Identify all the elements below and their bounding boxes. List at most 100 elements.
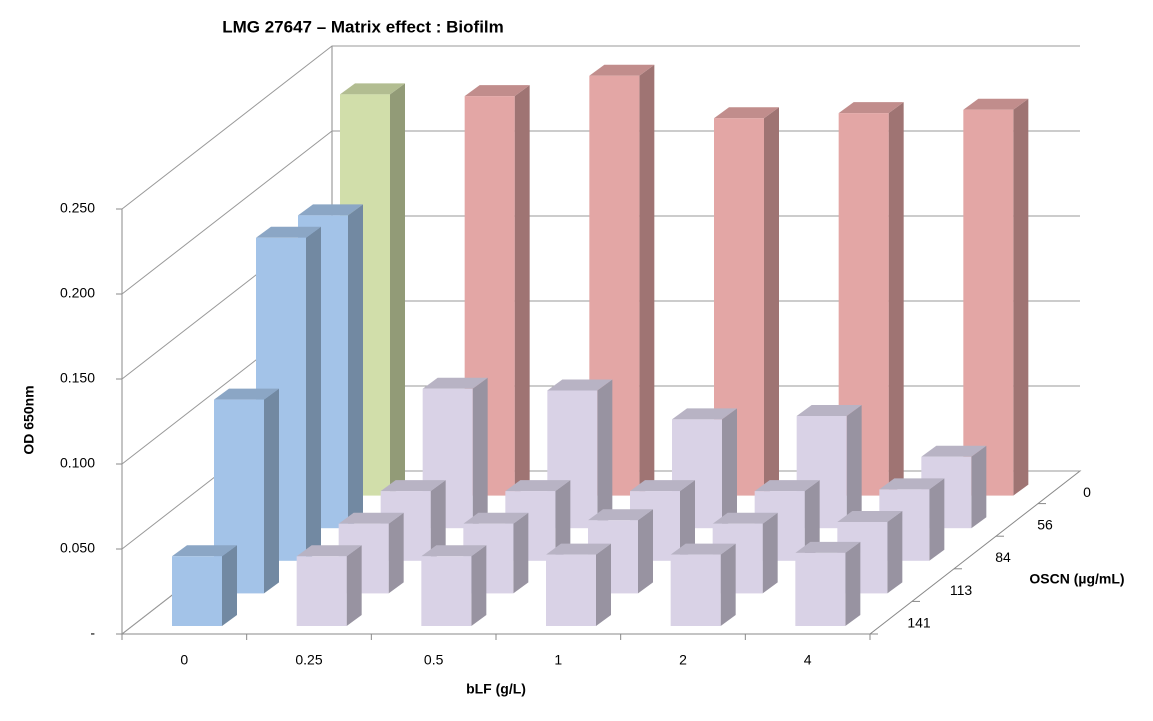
- bar-top: [796, 405, 862, 416]
- bar-top: [837, 511, 903, 522]
- bar-top: [546, 543, 611, 555]
- z-tick-label: 141: [907, 614, 931, 630]
- bar: [421, 545, 487, 626]
- bar-side: [514, 85, 530, 496]
- bar: [670, 543, 736, 626]
- bar: [672, 408, 737, 529]
- x-tick-label: 0.25: [295, 652, 322, 668]
- bar-top: [464, 85, 530, 97]
- y-axis-label: OD 650nm: [21, 385, 37, 454]
- bar-side: [555, 480, 571, 561]
- bar-top: [838, 102, 904, 114]
- bar-side: [722, 408, 737, 529]
- bar: [505, 480, 571, 561]
- bar-top: [672, 408, 737, 420]
- bar-top: [422, 377, 488, 389]
- bar-top: [714, 107, 779, 119]
- bar-side: [222, 545, 237, 626]
- bar-front: [172, 556, 222, 626]
- chart-title: LMG 27647 – Matrix effect : Biofilm: [222, 17, 504, 36]
- bar-top: [795, 541, 861, 553]
- bar-side: [264, 388, 279, 594]
- bar-side: [597, 379, 613, 529]
- x-tick-label: 2: [679, 652, 687, 668]
- bar-side: [929, 478, 945, 561]
- bar-side: [430, 480, 446, 561]
- bar: [795, 541, 861, 626]
- z-tick-label: 0: [1083, 484, 1091, 500]
- bar-side: [887, 511, 903, 594]
- bar-top: [421, 545, 487, 557]
- bar-top: [963, 98, 1029, 110]
- bar-side: [846, 405, 862, 529]
- z-tick-label: 56: [1037, 517, 1053, 533]
- y-tick-label: 0.150: [60, 370, 95, 386]
- bar-front: [421, 556, 472, 626]
- bar-front: [296, 556, 347, 626]
- bar-top: [630, 480, 695, 492]
- bar-front: [795, 552, 846, 626]
- bar-top: [340, 83, 405, 95]
- bar-side: [971, 445, 987, 529]
- y-tick-label: 0.250: [60, 200, 95, 216]
- bar-front: [670, 554, 721, 626]
- bar-side: [390, 83, 405, 496]
- bar-side: [1013, 98, 1029, 496]
- bar-top: [921, 445, 987, 457]
- bar: [546, 543, 611, 626]
- bar-front: [546, 554, 596, 626]
- bar-top: [338, 512, 404, 524]
- bar-side: [845, 541, 861, 626]
- bar-top: [670, 543, 736, 555]
- bar-side: [680, 480, 695, 561]
- bar-top: [296, 545, 362, 557]
- bar-top: [547, 379, 613, 391]
- bar-side: [348, 204, 363, 529]
- grid-line: [121, 45, 1080, 210]
- bar-top: [589, 64, 655, 76]
- z-axis-label: OSCN (µg/mL): [1029, 571, 1124, 587]
- bar-side: [804, 480, 820, 561]
- bar-top: [380, 480, 446, 492]
- z-tick-label: 84: [995, 549, 1011, 565]
- bar-side: [388, 512, 404, 594]
- bar-side: [639, 64, 655, 496]
- x-axis-label: bLF (g/L): [466, 681, 526, 697]
- bar-side: [596, 543, 611, 626]
- bar-side: [472, 377, 488, 529]
- x-tick-label: 0.5: [424, 652, 444, 668]
- bar-front: [963, 109, 1014, 496]
- x-tick-label: 0: [180, 652, 188, 668]
- bar: [879, 478, 945, 561]
- bar-side: [764, 107, 779, 496]
- bar-side: [762, 512, 778, 594]
- bar-side: [638, 509, 653, 594]
- bar-top: [712, 512, 778, 524]
- bar-top: [588, 509, 653, 521]
- x-tick-label: 1: [554, 652, 562, 668]
- bar: [380, 480, 446, 561]
- bar: [296, 545, 362, 626]
- bar-top: [214, 388, 279, 400]
- z-tick-label: 113: [950, 582, 973, 598]
- bar-side: [306, 226, 321, 561]
- bar-side: [471, 545, 487, 626]
- bar-top: [256, 226, 321, 238]
- bar: [712, 512, 778, 594]
- bar-top: [505, 480, 571, 492]
- grid-line: [121, 130, 1080, 295]
- bar: [172, 545, 237, 626]
- bar: [963, 98, 1029, 496]
- bar-top: [463, 512, 529, 524]
- y-tick-label: 0.050: [60, 540, 95, 556]
- y-tick-label: 0.200: [60, 285, 95, 301]
- bar-side: [888, 102, 904, 496]
- bar-side: [513, 512, 529, 594]
- bar-top: [754, 480, 820, 492]
- bar: [796, 405, 862, 529]
- bar-side: [720, 543, 736, 626]
- x-tick-label: 4: [804, 652, 812, 668]
- bar-top: [879, 478, 945, 490]
- bar-top: [298, 204, 363, 216]
